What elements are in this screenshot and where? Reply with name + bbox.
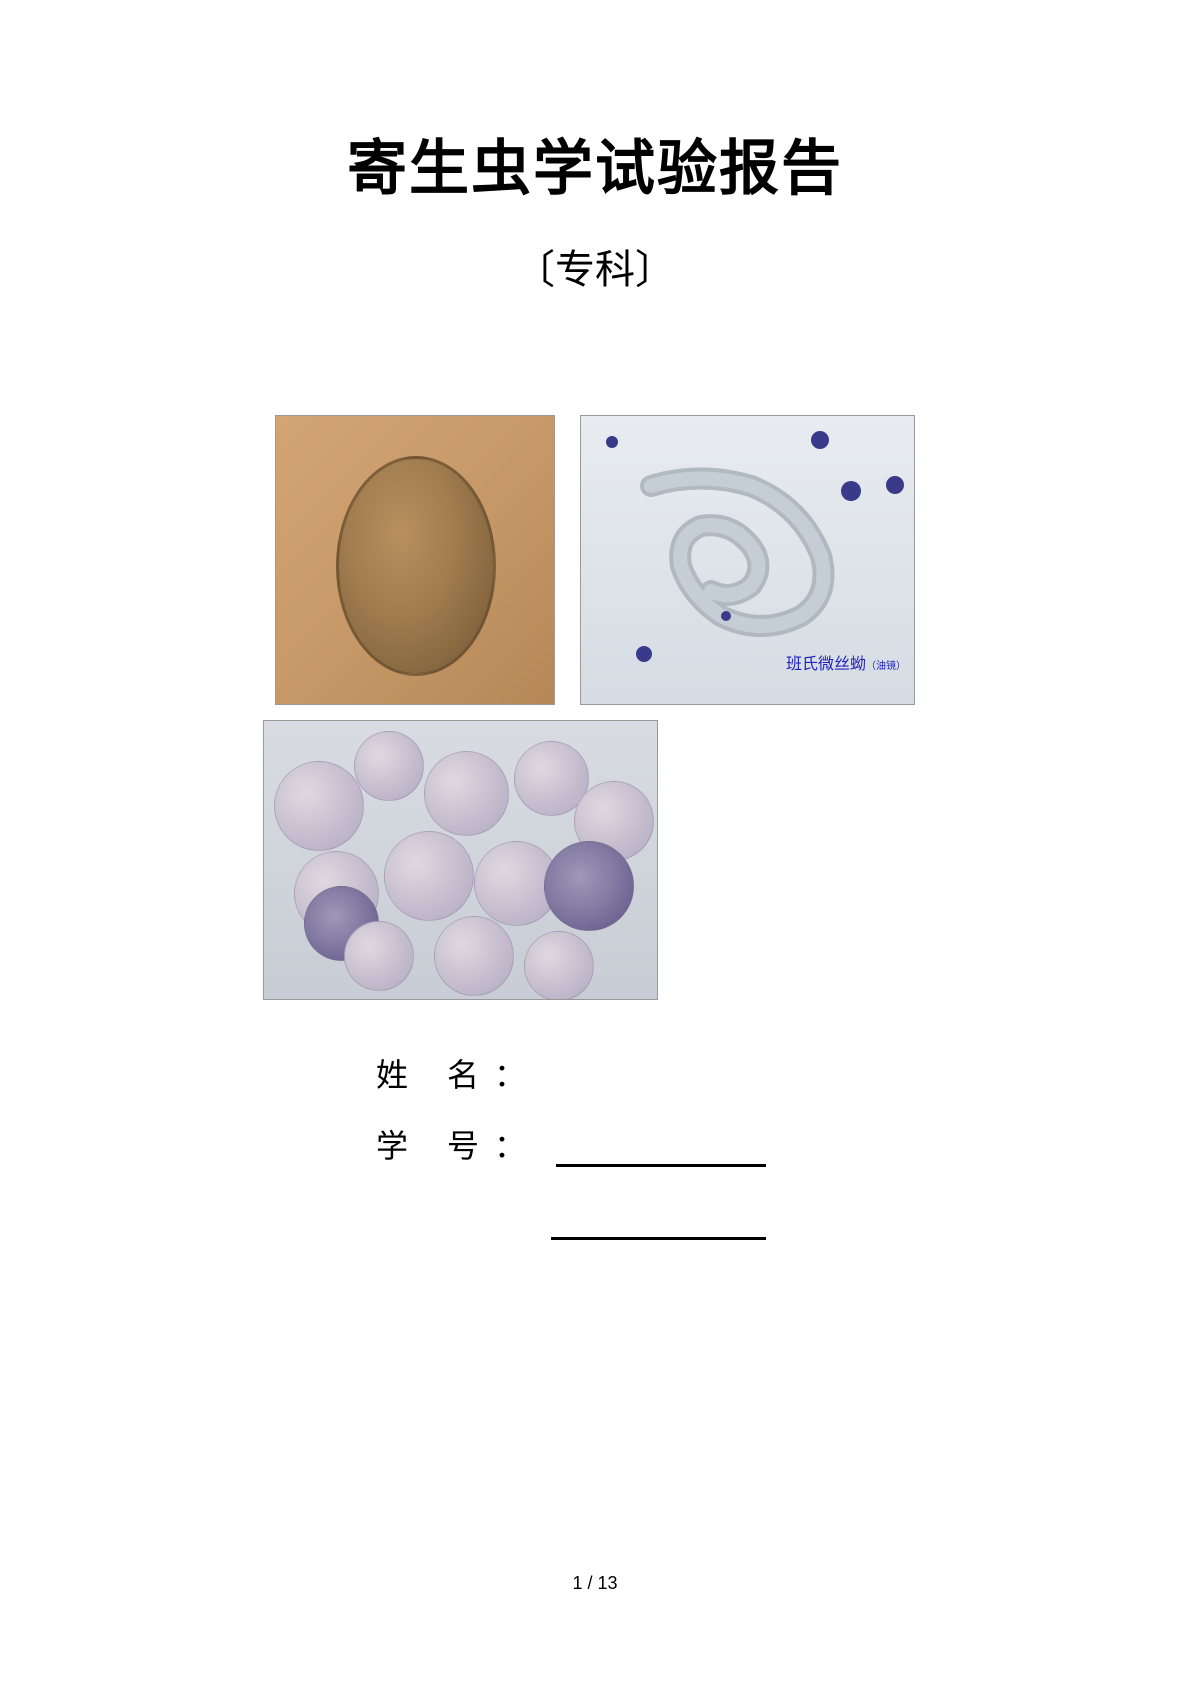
- blood-cell: [434, 916, 514, 996]
- images-row-bottom: [533, 720, 658, 1000]
- blue-dot: [886, 476, 904, 494]
- id-row: 学 号：: [376, 1121, 766, 1167]
- caption-main: 班氏微丝蚴: [786, 656, 866, 673]
- name-row: 姓 名：: [376, 1050, 766, 1096]
- worm-shape: [621, 466, 871, 666]
- blood-cell: [274, 761, 364, 851]
- blue-dot: [636, 646, 652, 662]
- blue-dot: [606, 436, 618, 448]
- id-label: 学 号：: [376, 1121, 541, 1167]
- blue-dot: [841, 481, 861, 501]
- student-info-section: 姓 名： 学 号：: [376, 1050, 766, 1240]
- blood-cell: [524, 931, 594, 1000]
- caption-sub: （油镜）: [866, 661, 906, 672]
- specimen-images-container: 班氏微丝蚴（油镜）: [275, 415, 915, 1000]
- blood-cell: [384, 831, 474, 921]
- blood-cell: [544, 841, 634, 931]
- name-label: 姓 名：: [376, 1050, 541, 1096]
- microfilaria-caption: 班氏微丝蚴（油镜）: [786, 650, 906, 674]
- page-title: 寄生虫学试验报告: [347, 120, 843, 207]
- specimen-image-blood-cells: [263, 720, 658, 1000]
- images-row-top: 班氏微丝蚴（油镜）: [275, 415, 915, 705]
- document-page: 寄生虫学试验报告 〔专科〕 班氏微丝蚴（油镜）: [0, 0, 1190, 1684]
- extra-underline: [551, 1237, 766, 1240]
- specimen-image-microfilaria: 班氏微丝蚴（油镜）: [580, 415, 915, 705]
- page-number: 1 / 13: [572, 1573, 617, 1594]
- extra-line-row: [376, 1192, 766, 1240]
- blood-cell: [344, 921, 414, 991]
- blue-dot: [811, 431, 829, 449]
- page-subtitle: 〔专科〕: [515, 237, 675, 295]
- id-underline: [556, 1161, 766, 1167]
- blood-cell: [354, 731, 424, 801]
- blood-cell: [424, 751, 509, 836]
- specimen-image-egg: [275, 415, 555, 705]
- blue-dot: [721, 611, 731, 621]
- egg-oval-shape: [336, 456, 496, 676]
